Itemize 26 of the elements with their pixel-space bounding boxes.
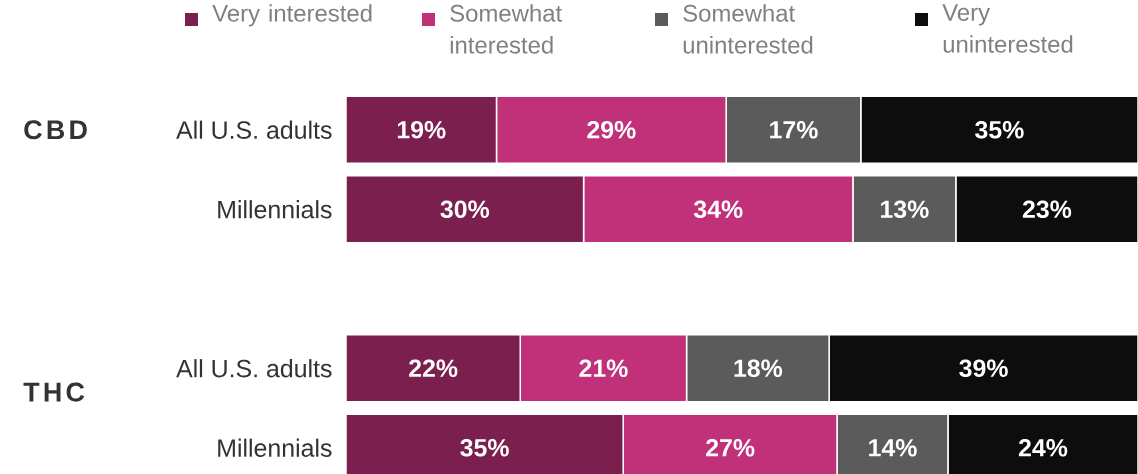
y-tick-label: Millennials <box>218 438 332 457</box>
data-label: 14% <box>869 439 917 457</box>
data-label: 39% <box>959 359 1008 378</box>
legend-label: Very uninterested <box>942 4 1073 53</box>
data-label: 21% <box>579 359 628 378</box>
data-label: 34% <box>693 200 743 219</box>
data-label: 18% <box>734 359 783 378</box>
data-label: 35% <box>460 438 509 457</box>
legend-label: Somewhat interested <box>450 4 562 54</box>
data-label: 13% <box>881 200 929 219</box>
legend-label: Very interested <box>212 4 372 27</box>
data-label: 35% <box>975 120 1024 139</box>
data-label: 29% <box>587 120 636 139</box>
text: CBD <box>24 120 87 140</box>
data-label: 17% <box>770 121 818 139</box>
data-label: 22% <box>409 359 458 378</box>
data-label: 19% <box>397 120 446 139</box>
data-label: 24% <box>1018 438 1068 457</box>
y-tick-label: Millennials <box>218 200 332 219</box>
data-label: 27% <box>706 438 755 457</box>
data-label: 23% <box>1022 200 1072 219</box>
text: THC <box>23 382 85 402</box>
y-tick-label: All U.S. adults <box>176 120 332 139</box>
data-label: 30% <box>440 200 490 219</box>
legend-label: Somewhat uninterested <box>683 4 813 54</box>
y-tick-label: All U.S. adults <box>176 359 332 378</box>
